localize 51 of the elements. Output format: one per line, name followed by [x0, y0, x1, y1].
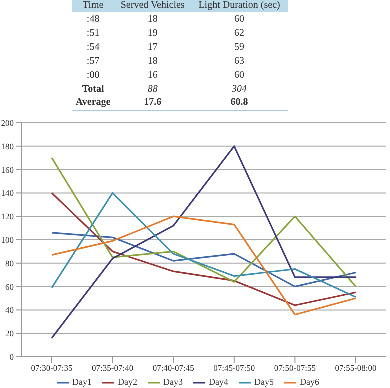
data-label: 62 [191, 26, 288, 40]
data-label: 59 [191, 40, 288, 54]
data-label: 60 [191, 12, 288, 26]
line-series [51, 156, 357, 288]
x-tick-label: 07:50-07:55 [274, 362, 316, 373]
x-tick-label: 07:30-07:35 [31, 362, 73, 373]
legend-label: Day1 [72, 376, 92, 387]
legend-label: Day2 [118, 376, 138, 387]
y-tick-label: 160 [1, 164, 14, 174]
legend-label: Day4 [209, 376, 228, 387]
y-tick-label: Average [74, 96, 112, 110]
y-tick-label: 40 [6, 304, 14, 315]
y-tick-label: :57 [86, 54, 101, 68]
data-label: 19 [114, 26, 192, 40]
data-label: 60.8 [191, 96, 288, 110]
x-tick-label: 07:40-07:45 [152, 362, 194, 373]
y-tick-label: Total [81, 82, 106, 96]
data-label: 60 [191, 68, 288, 82]
legend-label: Day3 [164, 376, 183, 387]
y-tick-label: :00 [86, 68, 101, 82]
y-tick-label: 200 [1, 118, 14, 128]
line-series [51, 145, 357, 339]
x-tick-label: Served Vehicles [120, 0, 186, 12]
line-series [51, 215, 357, 316]
y-axis-title: Time [82, 0, 105, 12]
data-label: 17.6 [114, 96, 192, 110]
x-tick-label: Light Duration (sec) [198, 0, 282, 12]
data-label: 63 [191, 54, 288, 68]
data-label: 88 [114, 82, 192, 96]
y-tick-label: :54 [86, 40, 101, 54]
y-tick-label: 0 [10, 352, 14, 362]
data-label: 18 [114, 54, 192, 68]
y-tick-label: :48 [86, 12, 101, 26]
y-tick-label: 80 [6, 258, 14, 268]
y-tick-label: :51 [86, 26, 101, 40]
legend-label: Day6 [300, 376, 320, 387]
line-series [51, 232, 357, 288]
data-label: 18 [114, 12, 192, 26]
y-tick-label: 100 [1, 234, 14, 245]
legend-label: Day5 [254, 376, 274, 387]
y-tick-label: 180 [1, 140, 14, 151]
y-tick-label: 20 [6, 328, 14, 338]
y-tick-label: 120 [1, 211, 14, 222]
data-label: 17 [114, 40, 192, 54]
x-tick-label: 07:45-07:50 [214, 362, 256, 373]
data-label: 304 [191, 82, 288, 96]
y-tick-label: 140 [1, 188, 14, 198]
y-tick-label: 60 [6, 281, 14, 292]
x-tick-label: 07:55-08:00 [335, 362, 377, 373]
x-tick-label: 07:35-07:40 [92, 362, 134, 373]
data-label: 16 [114, 68, 192, 82]
